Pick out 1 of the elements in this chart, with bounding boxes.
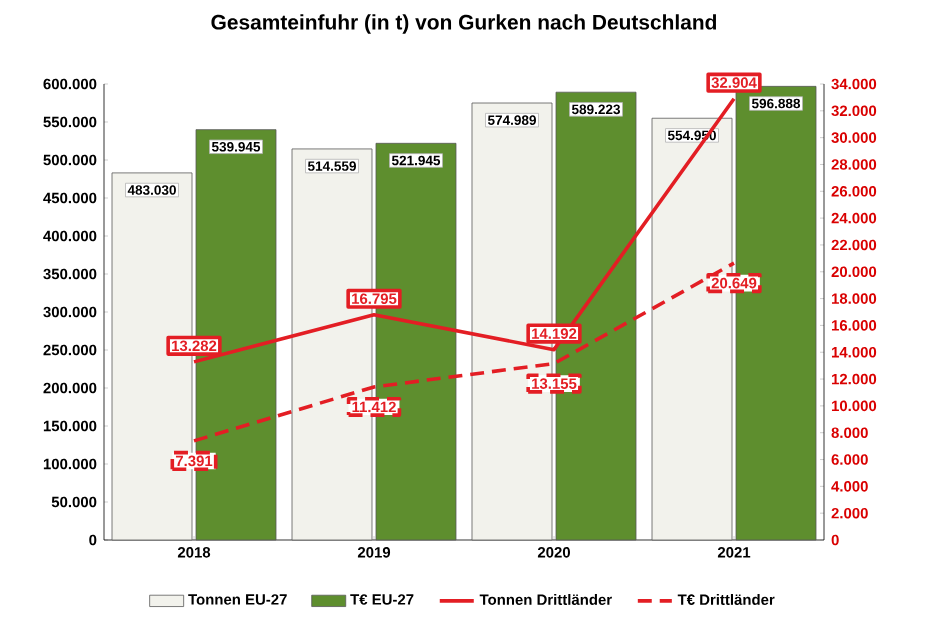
- chart-title: Gesamteinfuhr (in t) von Gurken nach Deutschland: [211, 14, 717, 34]
